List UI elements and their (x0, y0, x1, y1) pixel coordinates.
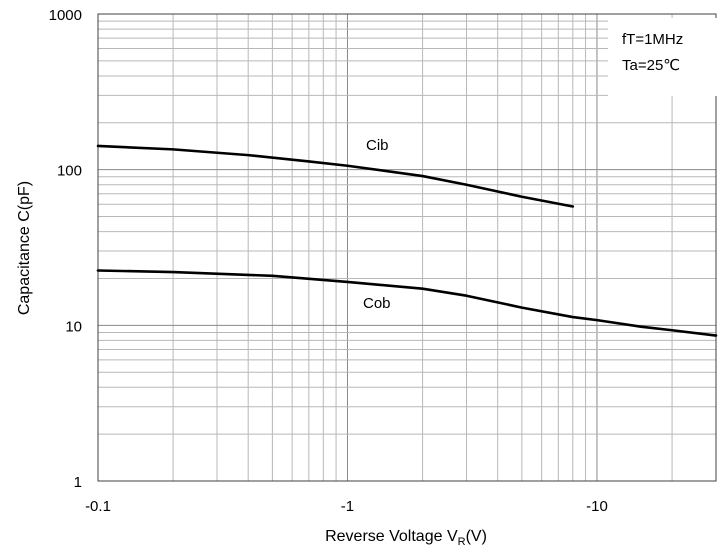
x-tick-label: -10 (586, 498, 608, 515)
series-line-cib (96, 144, 575, 208)
x-axis-label-unit: (V) (466, 528, 487, 545)
series-label-cob: Cob (363, 295, 391, 312)
series-label-cib: Cib (366, 137, 389, 154)
y-tick-label: 10 (65, 318, 82, 335)
y-tick-label: 1000 (49, 7, 82, 24)
y-tick-label: 1 (74, 474, 82, 491)
tick-layer: -0.1 -1 -10 1000 100 10 1 (49, 7, 608, 515)
annotation-box (608, 18, 718, 96)
y-axis-label: Capacitance C(pF) (16, 181, 33, 315)
x-axis-label-main: Reverse Voltage V (325, 528, 458, 545)
y-tick-label: 100 (57, 163, 82, 180)
series-layer (96, 144, 718, 337)
x-axis-label: Reverse Voltage VR(V) (325, 528, 487, 548)
plot-frame (97, 13, 717, 482)
x-axis-label-subscript: R (458, 536, 466, 548)
annotation-frequency: fT=1MHz (622, 31, 683, 48)
x-tick-label: -1 (341, 498, 354, 515)
annotation-temperature: Ta=25℃ (622, 57, 680, 74)
x-tick-label: -0.1 (85, 498, 111, 515)
series-line-cob (96, 269, 718, 337)
